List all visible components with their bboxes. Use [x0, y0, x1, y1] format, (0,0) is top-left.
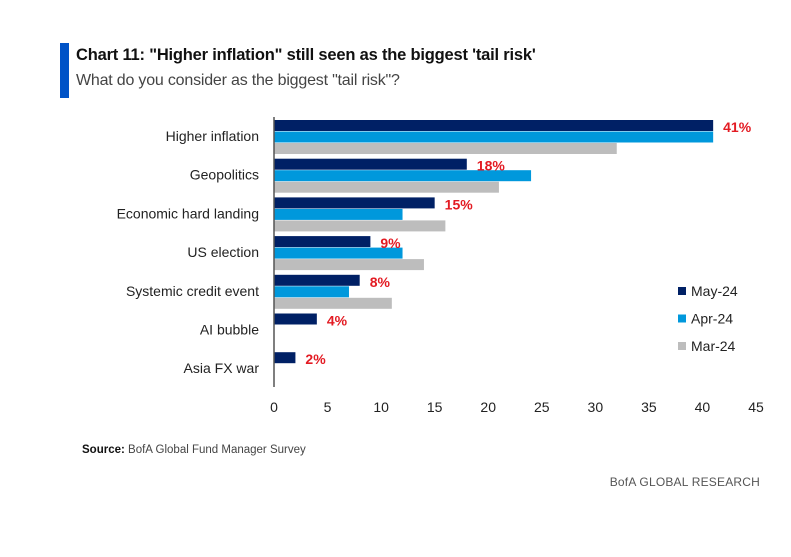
chart-title: Chart 11: "Higher inflation" still seen …: [76, 46, 536, 64]
bar-may-24: [274, 158, 467, 170]
chart-subtitle: What do you consider as the biggest "tai…: [76, 72, 400, 89]
category-label: Higher inflation: [166, 128, 259, 144]
x-tick-label: 5: [324, 399, 332, 415]
bar-apr-24: [274, 170, 532, 182]
data-label: 41%: [723, 119, 752, 135]
bar-apr-24: [274, 208, 403, 220]
legend-label: Apr-24: [691, 311, 733, 327]
data-label: 4%: [327, 313, 348, 329]
x-tick-label: 45: [748, 399, 764, 415]
category-label: US election: [187, 244, 259, 260]
source-note: Source: BofA Global Fund Manager Survey: [82, 444, 306, 456]
source-label: Source:: [82, 444, 125, 456]
bar-mar-24: [274, 297, 392, 309]
bar-mar-24: [274, 220, 446, 232]
x-tick-label: 40: [695, 399, 711, 415]
bar-mar-24: [274, 259, 424, 271]
brand-label: BofA GLOBAL RESEARCH: [609, 475, 760, 489]
data-label: 8%: [370, 274, 391, 290]
bar-may-24: [274, 236, 371, 248]
x-tick-label: 10: [373, 399, 389, 415]
data-label: 9%: [380, 235, 401, 251]
source-text: BofA Global Fund Manager Survey: [128, 444, 306, 456]
legend-swatch-apr-24: [678, 314, 686, 323]
category-label: Economic hard landing: [117, 205, 259, 221]
legend-swatch-mar-24: [678, 342, 686, 350]
category-label: Geopolitics: [190, 167, 259, 183]
bar-apr-24: [274, 286, 349, 298]
category-label: AI bubble: [200, 322, 259, 338]
bar-may-24: [274, 197, 435, 209]
bar-apr-24: [274, 247, 403, 259]
bar-may-24: [274, 274, 360, 286]
bar-may-24: [274, 313, 317, 325]
x-tick-label: 25: [534, 399, 550, 415]
category-label: Asia FX war: [184, 360, 260, 376]
bar-mar-24: [274, 143, 617, 154]
x-tick-label: 0: [270, 399, 278, 415]
x-tick-label: 30: [588, 399, 604, 415]
category-label: Systemic credit event: [126, 283, 259, 299]
legend-swatch-may-24: [678, 287, 686, 295]
bar-mar-24: [274, 181, 499, 193]
bar-may-24: [274, 352, 296, 364]
x-tick-label: 20: [480, 399, 496, 415]
title-accent-bar: [60, 43, 69, 98]
legend-label: May-24: [691, 283, 738, 299]
x-tick-label: 15: [427, 399, 443, 415]
data-label: 15%: [445, 196, 474, 212]
data-label: 18%: [477, 158, 506, 174]
x-tick-label: 35: [641, 399, 657, 415]
legend-label: Mar-24: [691, 338, 736, 354]
data-label: 2%: [305, 351, 326, 367]
bar-may-24: [274, 120, 714, 131]
bar-apr-24: [274, 131, 714, 143]
